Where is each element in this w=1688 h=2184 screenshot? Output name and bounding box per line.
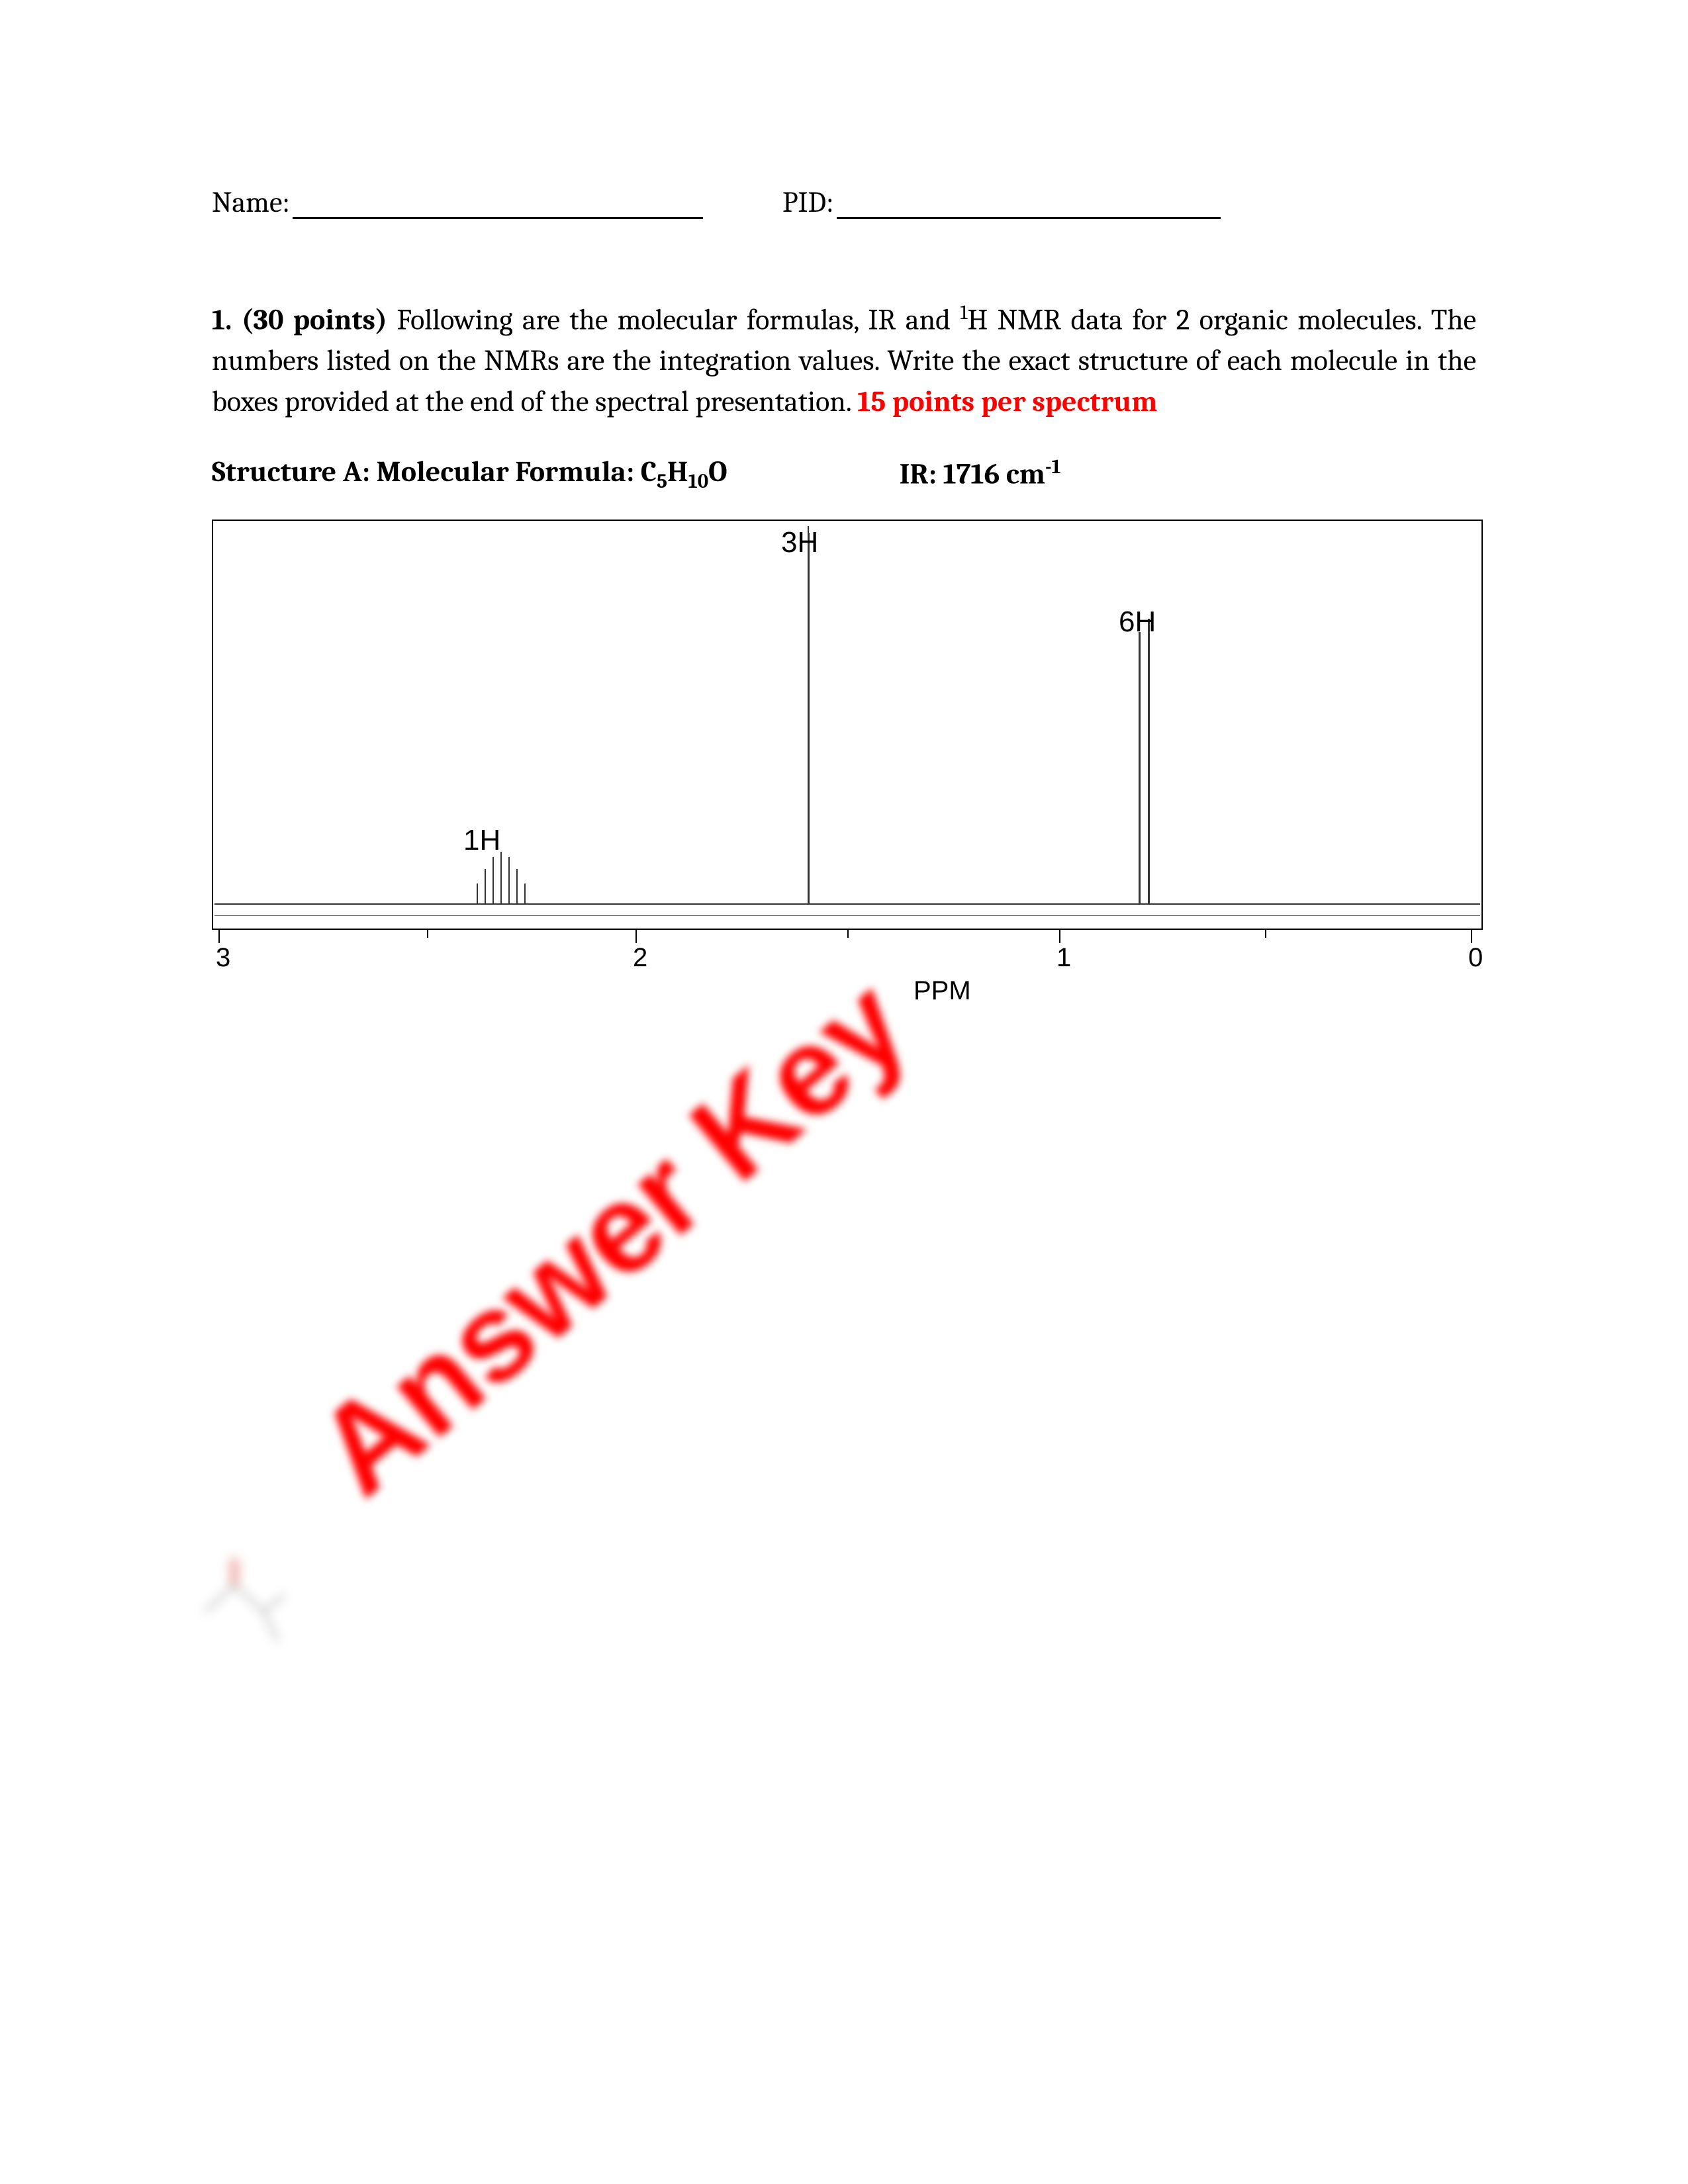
question-number: 1. [212, 303, 232, 337]
structure-a-ir: IR: 1716 cm-1 [900, 455, 1061, 493]
structure-a-formula: Structure A: Molecular Formula: C5H10O [212, 455, 727, 493]
question-body-1: Following are the molecular formulas, IR… [387, 303, 960, 337]
peak-label: 1H [463, 824, 500, 857]
question-text: 1. (30 points) Following are the molecul… [212, 298, 1476, 422]
axis-tick: 1 [1056, 943, 1071, 973]
points-per-spectrum: 15 points per spectrum [857, 385, 1157, 418]
question-points: (30 points) [242, 303, 387, 337]
structure-a-line: Structure A: Molecular Formula: C5H10O I… [212, 455, 1476, 493]
peak-label: 6H [1119, 606, 1156, 639]
name-label: Name: [212, 185, 290, 219]
pid-line [837, 217, 1221, 219]
h-nmr: H NMR [968, 303, 1062, 337]
nmr-sup: 1 [960, 300, 967, 324]
header-row: Name: PID: [212, 185, 1476, 219]
pid-label: PID: [782, 185, 834, 219]
name-field: Name: [212, 185, 703, 219]
answer-structure-sketch [172, 1549, 291, 1664]
axis-tick: 2 [633, 943, 647, 973]
peak-label: 3H [781, 526, 818, 559]
axis-tick: 0 [1468, 943, 1483, 973]
axis-label-ppm: PPM [914, 976, 971, 1006]
pid-field: PID: [782, 185, 1221, 219]
axis-tick: 3 [216, 943, 230, 973]
name-line [293, 217, 703, 219]
nmr-spectrum: 1H 3H 6H 3 2 1 0 PPM [212, 520, 1483, 1009]
page-content: Name: PID: 1. (30 points) Following are … [0, 0, 1688, 1195]
